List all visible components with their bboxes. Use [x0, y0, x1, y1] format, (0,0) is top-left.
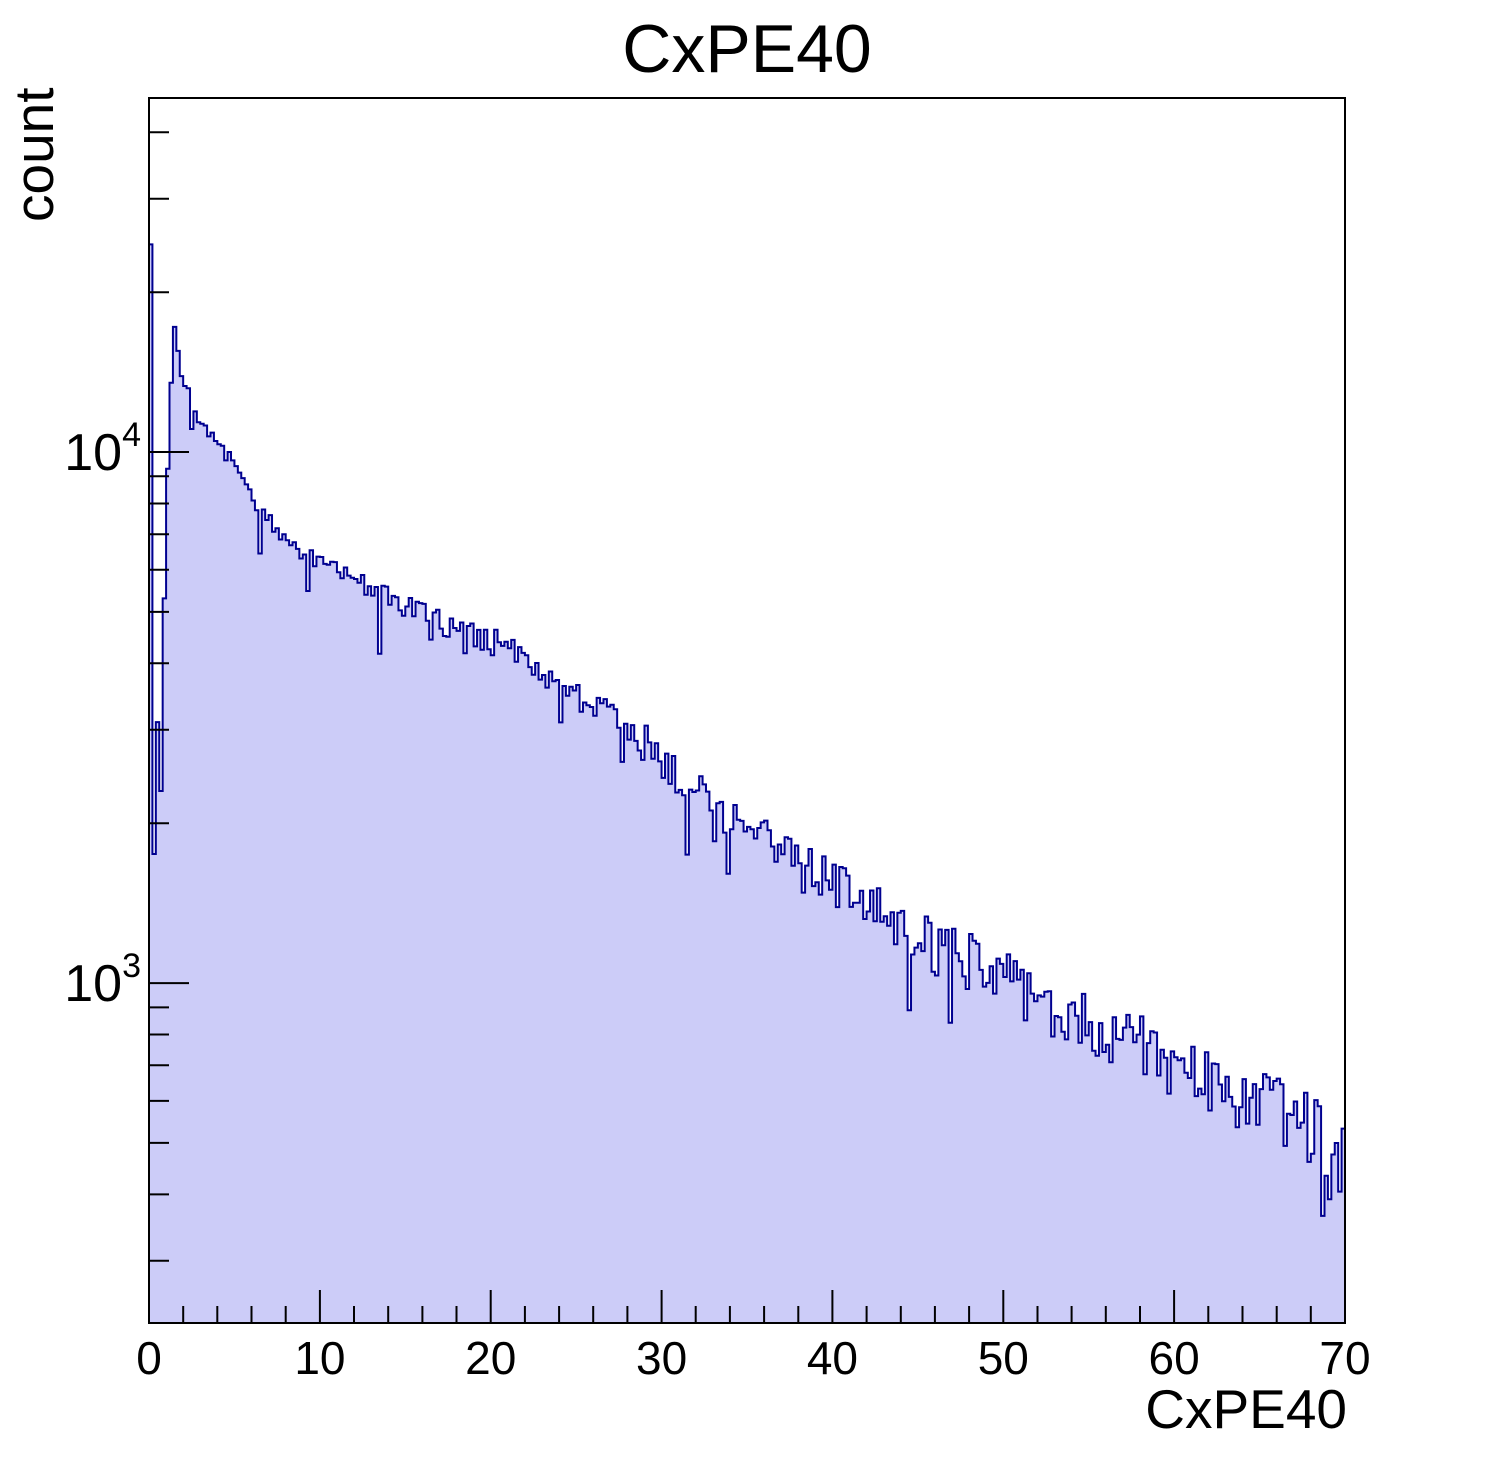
x-tick-label: 10	[294, 1332, 345, 1384]
y-tick-label: 103	[64, 947, 141, 1013]
x-tick-label: 50	[978, 1332, 1029, 1384]
x-axis-tick-labels: 0 10 20 30 40 50 60 70	[136, 1332, 1370, 1384]
histogram-fill	[149, 244, 1345, 1323]
y-axis-label: count	[3, 87, 65, 222]
x-tick-label: 70	[1319, 1332, 1370, 1384]
x-tick-label: 60	[1149, 1332, 1200, 1384]
chart-title: CxPE40	[622, 11, 871, 87]
y-axis-ticks	[149, 131, 189, 1262]
x-axis-ticks	[148, 1290, 1346, 1323]
y-tick-label: 104	[64, 416, 141, 482]
y-axis-tick-labels: 103 104	[64, 416, 141, 1013]
x-tick-label: 40	[807, 1332, 858, 1384]
histogram-outline	[148, 243, 1346, 1323]
x-tick-label: 0	[136, 1332, 162, 1384]
x-tick-label: 30	[636, 1332, 687, 1384]
plot-frame	[148, 97, 1346, 1324]
x-axis-label: CxPE40	[1145, 1378, 1347, 1440]
x-tick-label: 20	[465, 1332, 516, 1384]
